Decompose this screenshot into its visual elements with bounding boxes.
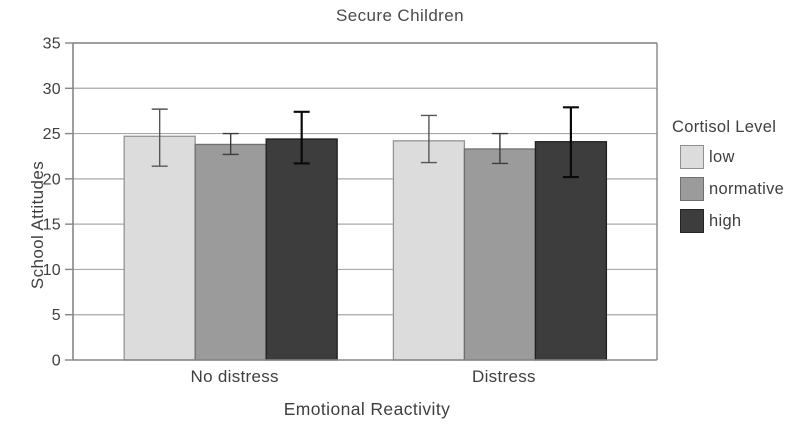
y-tick-label-10: 10 (43, 262, 61, 279)
bar-low-0 (123, 135, 196, 361)
legend-swatch-normative (680, 177, 704, 201)
legend-swatch-high (680, 209, 704, 233)
bar-low-1 (392, 140, 466, 361)
legend-items: low normative high (666, 145, 798, 233)
legend-item-label: high (709, 211, 742, 230)
bar-high-0 (265, 138, 338, 361)
y-tick-label-5: 5 (52, 307, 61, 324)
bar-normative-0 (194, 143, 267, 361)
legend-item-label: normative (709, 179, 785, 198)
y-tick-label-30: 30 (43, 81, 61, 98)
y-tick-label-20: 20 (43, 171, 61, 188)
legend: Cortisol Level low normative high (666, 118, 798, 241)
y-tick-label-35: 35 (43, 36, 61, 53)
legend-item-high: high (680, 209, 798, 233)
legend-title: Cortisol Level (672, 118, 777, 136)
legend-item-label: low (709, 147, 735, 166)
y-tick-label-15: 15 (43, 217, 61, 234)
legend-item-low: low (680, 145, 798, 169)
bar-normative-1 (463, 148, 537, 361)
x-axis-title: Emotional Reactivity (283, 399, 451, 419)
chart-title: Secure Children (336, 6, 464, 25)
y-tick-label-0: 0 (52, 353, 61, 370)
legend-item-normative: normative (680, 177, 798, 201)
x-category-label-0: No distress (191, 367, 279, 386)
legend-swatch-low (680, 145, 704, 169)
y-tick-label-25: 25 (43, 126, 61, 143)
x-category-label-1: Distress (472, 367, 536, 386)
